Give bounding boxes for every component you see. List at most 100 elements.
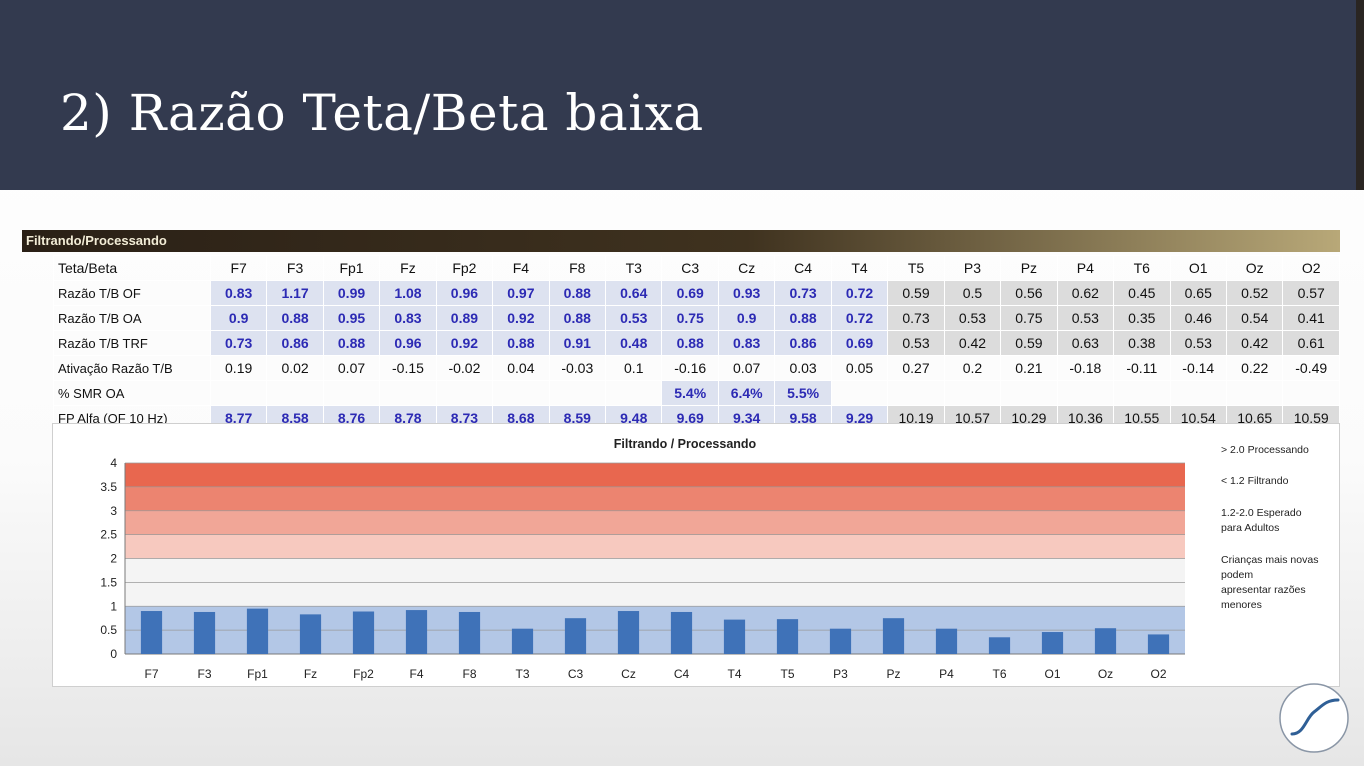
table-cell: 0.53 [887, 330, 945, 356]
table-cell [322, 380, 381, 406]
bar [458, 611, 481, 654]
y-tick-label: 0 [110, 647, 117, 661]
table-cell [1169, 380, 1227, 406]
table-cell: 0.96 [379, 330, 437, 356]
column-header: C4 [774, 255, 832, 281]
table-cell: 0.07 [322, 355, 381, 381]
bar [723, 619, 746, 654]
column-header: P3 [943, 255, 1002, 281]
table-cell: 0.99 [322, 280, 381, 306]
table-cell: 0.5 [943, 280, 1002, 306]
table-cell: 0.9 [209, 305, 268, 331]
table-cell [492, 380, 550, 406]
x-tick-label: Oz [1098, 667, 1113, 681]
table-cell: 0.56 [1000, 280, 1058, 306]
bar [299, 614, 322, 654]
chart-band [125, 486, 1185, 511]
table-cell: 0.75 [661, 305, 719, 331]
table-cell: 0.59 [1000, 330, 1058, 356]
bar [670, 611, 693, 654]
table-cell: 0.65 [1169, 280, 1227, 306]
x-tick-label: T6 [992, 667, 1006, 681]
x-tick-label: O2 [1150, 667, 1166, 681]
x-tick-label: F4 [409, 667, 423, 681]
y-tick-label: 3.5 [100, 480, 117, 494]
table-row: Ativação Razão T/B 0.19 0.02 0.07 -0.15 -0.02… [53, 355, 1340, 381]
x-tick-label: F8 [462, 667, 476, 681]
y-tick-label: 1 [110, 599, 117, 613]
bar [829, 628, 852, 654]
table-cell: 0.22 [1225, 355, 1284, 381]
table-cell [1282, 380, 1340, 406]
table-cell: 0.73 [774, 280, 832, 306]
row-label: Ativação Razão T/B [53, 355, 211, 381]
bar [564, 618, 587, 654]
table-cell: 0.88 [548, 305, 607, 331]
bar [405, 610, 428, 654]
table-cell: 0.59 [887, 280, 945, 306]
table-cell: 0.95 [322, 305, 381, 331]
table-cell: 0.64 [605, 280, 663, 306]
bar [935, 628, 958, 654]
column-header: Fp2 [435, 255, 494, 281]
column-header: O1 [1169, 255, 1227, 281]
x-tick-label: T3 [515, 667, 529, 681]
table-cell [435, 380, 494, 406]
chart-band [125, 463, 1185, 487]
column-header: O2 [1282, 255, 1340, 281]
table-cell [1000, 380, 1058, 406]
table-cell [830, 380, 889, 406]
table-cell: 0.86 [266, 330, 324, 356]
table-row: Razão T/B TRF 0.73 0.86 0.88 0.96 0.92 0.88 0.9… [53, 330, 1340, 356]
table-cell: 0.53 [1056, 305, 1115, 331]
legend-entry: > 2.0 Processando [1221, 444, 1309, 456]
x-tick-label: O1 [1044, 667, 1060, 681]
table-cell: 0.02 [266, 355, 324, 381]
table-cell: 0.96 [435, 280, 494, 306]
table-cell [943, 380, 1002, 406]
table-cell: -0.15 [379, 355, 437, 381]
x-tick-label: T5 [780, 667, 794, 681]
table-cell: 0.61 [1282, 330, 1340, 356]
column-header: Fp1 [322, 255, 381, 281]
table-cell: 0.54 [1225, 305, 1284, 331]
table-cell: 0.72 [830, 280, 889, 306]
x-tick-label: P4 [939, 667, 954, 681]
table-cell: -0.11 [1113, 355, 1171, 381]
table-cell: 0.9 [717, 305, 776, 331]
table-cell: 0.07 [717, 355, 776, 381]
table-cell: 0.53 [1169, 330, 1227, 356]
table-cell: 0.19 [209, 355, 268, 381]
x-tick-label: Fp1 [247, 667, 268, 681]
table-cell: 0.73 [209, 330, 268, 356]
table-cell [209, 380, 268, 406]
table-cell: 0.69 [830, 330, 889, 356]
column-header: F3 [266, 255, 324, 281]
bar [246, 608, 269, 654]
bar [1094, 628, 1117, 654]
table-cell: 0.27 [887, 355, 945, 381]
header-edge [1356, 0, 1364, 190]
table-cell: -0.16 [661, 355, 719, 381]
table-cell: 0.88 [548, 280, 607, 306]
x-tick-label: F3 [197, 667, 211, 681]
table-cell: 0.72 [830, 305, 889, 331]
legend-entry: < 1.2 Filtrando [1221, 475, 1289, 487]
table-cell: 0.46 [1169, 305, 1227, 331]
column-header: Fz [379, 255, 437, 281]
column-header: F8 [548, 255, 607, 281]
table-cell: 6.4% [717, 380, 776, 406]
table-cell: 0.38 [1113, 330, 1171, 356]
table-cell: 0.88 [661, 330, 719, 356]
table-cell: 0.69 [661, 280, 719, 306]
table-cell: 0.42 [943, 330, 1002, 356]
column-header: F4 [492, 255, 550, 281]
table-cell: -0.18 [1056, 355, 1115, 381]
table-cell [887, 380, 945, 406]
chart-band [125, 510, 1185, 535]
x-tick-label: Cz [621, 667, 636, 681]
table-cell: 0.88 [322, 330, 381, 356]
x-tick-label: C3 [568, 667, 584, 681]
table-cell: 0.91 [548, 330, 607, 356]
table-cell: 0.48 [605, 330, 663, 356]
